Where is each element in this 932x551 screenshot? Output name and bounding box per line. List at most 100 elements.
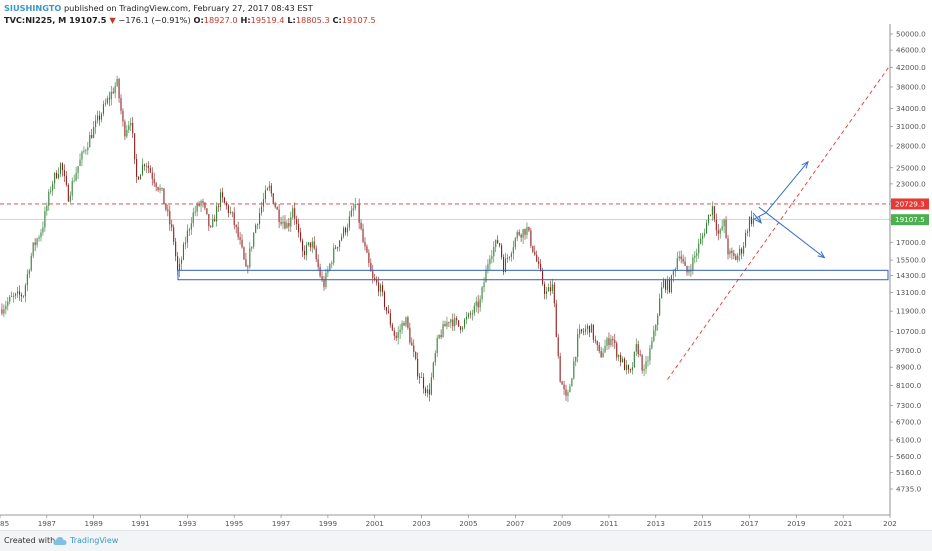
candle [214, 214, 216, 222]
candle [428, 383, 430, 402]
candle [22, 294, 24, 299]
candle [362, 223, 364, 244]
candle [368, 249, 370, 268]
candle [553, 282, 555, 308]
candle [303, 245, 306, 260]
candle [633, 351, 635, 369]
candle [46, 202, 48, 216]
candle [614, 333, 616, 350]
candle [616, 341, 618, 361]
candle [702, 232, 704, 246]
candle [161, 187, 163, 192]
candle [504, 252, 507, 273]
candle [124, 119, 126, 141]
candle [503, 254, 505, 275]
support-zone-box[interactable] [177, 269, 889, 281]
candle [385, 306, 387, 315]
candle [358, 198, 360, 230]
candle [479, 295, 481, 312]
x-tick-label: 2017 [740, 519, 758, 528]
candle [745, 229, 747, 249]
candle [341, 233, 343, 242]
candle [625, 360, 628, 375]
author-name[interactable]: SIUSHINGTO [4, 3, 62, 13]
candle [442, 320, 444, 338]
x-tick-label: 2003 [412, 519, 430, 528]
x-tick-label: 1991 [131, 519, 149, 528]
candle [186, 224, 188, 249]
projection-down-arrow[interactable] [758, 206, 826, 259]
candle [631, 362, 633, 375]
open-label: O: [193, 15, 204, 25]
x-tick-label: 1999 [319, 519, 338, 528]
candle [179, 258, 181, 278]
candle [34, 238, 36, 252]
candle [348, 211, 350, 231]
candle [323, 275, 325, 291]
candle [610, 334, 612, 348]
candle [403, 321, 405, 326]
candle [717, 223, 719, 241]
candle [61, 162, 63, 177]
candle [307, 242, 309, 247]
candle [126, 125, 128, 139]
tradingview-logo[interactable]: TradingView [70, 536, 119, 545]
x-tick-label: 202 [883, 519, 897, 528]
candle [569, 383, 571, 393]
candle [309, 242, 311, 252]
candle [350, 205, 352, 218]
small-down-arrow[interactable] [752, 212, 762, 224]
candle [639, 349, 641, 357]
candle [122, 108, 124, 127]
price-chart[interactable]: 50000.0 46000.0 42000.0 38000.0 34000.0 31000… [0, 0, 932, 530]
candle [89, 131, 91, 148]
candle [227, 204, 229, 218]
candle [194, 205, 196, 217]
price-label: 20729.3 [891, 198, 929, 210]
candle [557, 333, 559, 359]
candle [81, 150, 83, 167]
candle [71, 177, 73, 201]
candle [731, 247, 733, 260]
candle [727, 235, 729, 260]
candle [73, 174, 75, 183]
candle [327, 266, 329, 278]
candle [411, 337, 413, 346]
candle [325, 268, 327, 290]
candle [204, 201, 206, 211]
close-value: 19107.5 [341, 15, 376, 25]
candle [491, 249, 493, 264]
candle [114, 82, 116, 99]
candle [694, 251, 696, 264]
candle [684, 256, 686, 266]
created-with-text: Created with [4, 536, 56, 545]
candle [360, 219, 362, 231]
candle [432, 361, 434, 380]
candle [157, 186, 159, 192]
candle [622, 356, 624, 363]
candle [649, 344, 651, 365]
x-tick-label: 2005 [459, 519, 477, 528]
y-tick-label: 50000.0 [896, 30, 926, 39]
candle [102, 100, 104, 117]
candle [670, 274, 672, 294]
candle [659, 293, 661, 317]
x-tick-label: 1987 [38, 519, 56, 528]
x-tick-label: 2021 [834, 519, 852, 528]
candle [132, 116, 134, 138]
candle [149, 165, 151, 174]
candle [499, 242, 501, 248]
y-tick-label: 38000.0 [896, 82, 926, 91]
candle [692, 254, 694, 275]
candle [456, 316, 458, 325]
candle [159, 184, 161, 194]
projection-up-arrow[interactable] [752, 160, 809, 221]
candle [624, 357, 626, 371]
candle [540, 259, 542, 272]
candle [372, 264, 374, 284]
candle [382, 281, 384, 297]
candle [54, 172, 56, 189]
y-tick-label: 15500.0 [896, 256, 926, 265]
candle [352, 203, 354, 217]
candle [719, 228, 721, 239]
